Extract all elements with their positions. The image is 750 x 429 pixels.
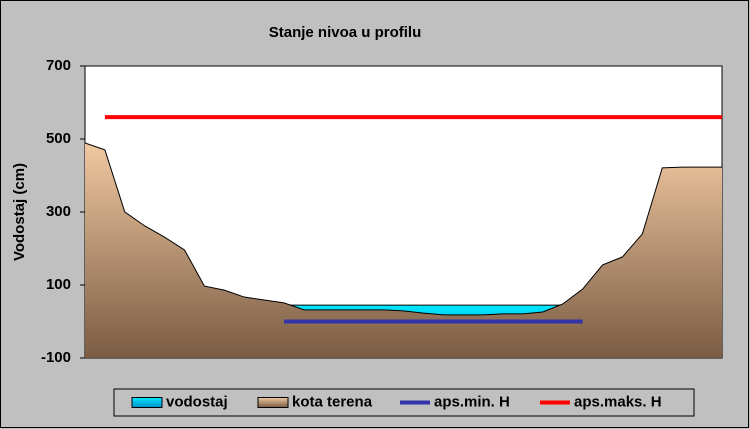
y-axis-label: Vodostaj (cm) [11, 163, 28, 261]
legend-label: vodostaj [166, 393, 228, 410]
legend-label: kota terena [292, 393, 373, 410]
chart-title: Stanje nivoa u profilu [269, 24, 422, 41]
area-edge [84, 142, 722, 316]
y-tick-label: 700 [46, 57, 71, 74]
legend-swatch [257, 397, 289, 408]
legend-swatch [131, 397, 163, 408]
y-tick-label: -100 [41, 349, 71, 366]
legend-label: aps.maks. H [574, 393, 662, 410]
y-tick-label: 500 [46, 130, 71, 147]
y-tick-label: 300 [46, 203, 71, 220]
y-tick-label: 100 [46, 276, 71, 293]
legend-label: aps.min. H [434, 393, 510, 410]
